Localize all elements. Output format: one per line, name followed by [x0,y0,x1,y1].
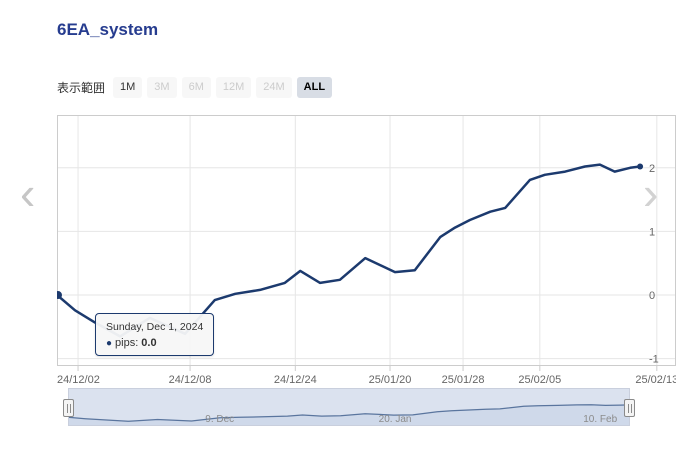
navigator-date-label: 10. Feb [583,414,617,425]
x-axis-label: 24/12/24 [274,374,317,386]
range-button-3m[interactable]: 3M [147,76,177,98]
range-button-12m[interactable]: 12M [215,76,252,98]
navigator-line [68,404,630,422]
prev-arrow-icon[interactable]: ‹ [20,167,36,219]
range-buttons: 1M 3M 6M 12M 24M ALL [113,76,333,98]
y-axis-label: 0 [649,290,655,302]
range-button-6m[interactable]: 6M [181,76,211,98]
x-axis-label: 25/01/28 [442,374,485,386]
navigator-date-label: 9. Dec [205,414,234,425]
tooltip-value: 0.0 [141,337,157,349]
navigator[interactable]: 9. Dec 20. Jan 10. Feb [63,388,635,426]
range-button-1m[interactable]: 1M [113,76,143,98]
x-axis-label: 25/01/20 [369,374,412,386]
tooltip-series-line: ● pips: 0.0 [106,337,203,349]
x-axis-label: 24/12/08 [169,374,212,386]
last-point-marker [637,163,644,170]
y-axis-label: -1 [649,354,659,366]
tooltip-date: Sunday, Dec 1, 2024 [106,321,204,333]
series-dot-icon: ● [106,338,113,349]
tooltip-series-label: pips: [115,337,139,349]
x-axis-label: 25/02/13 [635,374,676,386]
y-axis-label: 2 [649,163,655,175]
page-title: 6EA_system [57,20,159,39]
main-chart[interactable]: 24/12/02 24/12/08 24/12/24 25/01/20 25/01/28… [57,110,676,390]
y-axis-label: 1 [649,226,655,238]
x-axis-label: 24/12/02 [57,374,100,386]
range-button-24m[interactable]: 24M [256,76,292,98]
series-line-pips [57,163,642,338]
range-button-all[interactable]: ALL [296,76,333,98]
navigator-date-label: 20. Jan [379,414,412,425]
navigator-handle-right[interactable] [624,399,635,417]
range-selector: 表示範囲 1M 3M 6M 12M 24M ALL [57,75,333,99]
range-selector-label: 表示範囲 [57,80,106,95]
next-arrow-icon[interactable]: › [643,167,659,219]
x-axis-label: 25/02/05 [518,374,561,386]
hovered-point-marker [57,291,62,300]
chart-tooltip: Sunday, Dec 1, 2024 ● pips: 0.0 [95,313,215,356]
navigator-handle-left[interactable] [63,399,74,417]
navigator-chart[interactable]: 9. Dec 20. Jan 10. Feb [68,388,630,426]
